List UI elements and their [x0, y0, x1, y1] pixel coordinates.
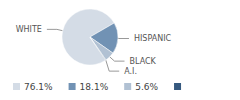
svg-text:5.6%: 5.6%: [135, 82, 158, 92]
svg-text:HISPANIC: HISPANIC: [134, 34, 172, 43]
svg-text:76.1%: 76.1%: [24, 82, 53, 92]
svg-text:BLACK: BLACK: [130, 57, 157, 66]
svg-text:A.I.: A.I.: [124, 67, 137, 76]
svg-text:18.1%: 18.1%: [80, 82, 109, 92]
svg-text:WHITE: WHITE: [16, 25, 42, 34]
